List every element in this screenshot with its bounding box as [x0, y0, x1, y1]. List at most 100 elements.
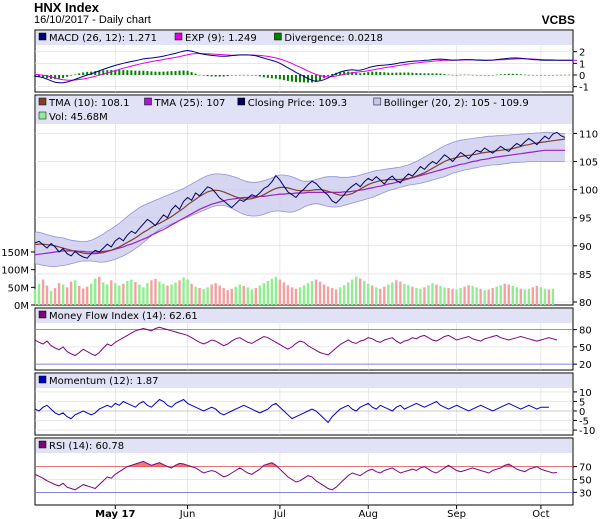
volume-bar: [375, 287, 378, 305]
volume-bar: [178, 280, 181, 305]
divergence-bar: [94, 71, 97, 75]
volume-bar: [519, 288, 523, 305]
price-tick-label: 85: [579, 270, 592, 281]
divergence-bar: [391, 72, 394, 75]
volume-bar: [322, 284, 326, 305]
divergence-bar: [294, 75, 297, 82]
rsi-legend-bar: [36, 439, 572, 453]
volume-bar: [411, 286, 414, 305]
volume-bar: [262, 283, 266, 305]
divergence-bar: [238, 74, 241, 76]
divergence-bar: [447, 74, 450, 76]
momentum-tick-label: 0: [579, 407, 585, 418]
volume-bar: [238, 284, 241, 305]
divergence-bar: [523, 74, 526, 76]
volume-bar: [130, 279, 133, 305]
volume-bar: [250, 289, 254, 305]
divergence-bar: [467, 74, 470, 76]
divergence-bar: [531, 75, 534, 76]
volume-bar: [407, 285, 410, 305]
divergence-bar: [443, 74, 446, 75]
divergence-bar: [138, 70, 141, 75]
volume-bar: [367, 283, 370, 305]
divergence-bar: [62, 75, 65, 79]
price-legend-label: Closing Price: 109.3: [248, 98, 347, 109]
volume-bar: [491, 288, 494, 305]
divergence-bar: [572, 74, 574, 76]
volume-bar: [33, 289, 37, 305]
volume-bar: [110, 280, 113, 305]
volume-bar: [190, 283, 193, 305]
tma10-line: [34, 138, 566, 255]
volume-bar: [174, 282, 177, 305]
volume-bar: [511, 285, 514, 305]
volume-bar: [258, 285, 262, 305]
volume-bar: [342, 285, 346, 305]
closing-price-line: [34, 131, 566, 259]
volume-tick-label: 50M: [8, 283, 29, 294]
momentum-legend-bar: [36, 374, 572, 388]
divergence-bar: [359, 73, 362, 75]
price-tick-label: 100: [579, 186, 598, 197]
macd-legend-swatch: [38, 32, 47, 41]
volume-bar: [447, 288, 450, 305]
volume-bar: [138, 284, 141, 305]
volume-bar: [37, 283, 41, 305]
volume-bar: [274, 276, 278, 305]
volume-bar: [118, 285, 121, 305]
divergence-bar: [246, 74, 249, 76]
volume-bar: [126, 280, 129, 305]
volume-bar: [499, 285, 502, 305]
volume-bar: [85, 286, 89, 305]
macd-tick-label: 0: [579, 71, 585, 82]
divergence-bar: [190, 72, 193, 75]
chart-date-subtitle: 16/10/2017 - Daily chart: [34, 14, 151, 26]
divergence-bar: [387, 72, 390, 75]
volume-bar: [419, 288, 422, 305]
bollinger-lower-line: [34, 161, 565, 267]
price-legend-label: Vol: 45.68M: [49, 112, 108, 123]
volume-bar: [65, 287, 69, 305]
divergence-bar: [375, 71, 378, 75]
divergence-bar: [463, 74, 466, 76]
volume-bar: [73, 280, 77, 305]
divergence-bar: [379, 71, 382, 75]
volume-bar: [170, 284, 173, 305]
price-tick-label: 105: [579, 158, 598, 169]
divergence-bar: [567, 74, 570, 76]
divergence-bar: [551, 75, 554, 76]
divergence-bar: [198, 74, 201, 76]
divergence-bar: [226, 75, 229, 77]
momentum-tick-label: 10: [579, 388, 592, 399]
volume-bar: [214, 283, 217, 305]
price-legend-swatch: [144, 97, 152, 106]
price-legend-swatch: [38, 97, 47, 106]
chart-title: HNX Index: [34, 0, 100, 15]
divergence-bar: [86, 71, 89, 75]
divergence-bar: [118, 69, 121, 75]
volume-bar: [246, 287, 249, 305]
volume-bar: [166, 285, 169, 305]
macd-legend-swatch: [174, 32, 183, 41]
price-legend-label: TMA (10): 108.1: [48, 98, 129, 109]
x-axis-label: Oct: [532, 509, 549, 519]
divergence-bar: [351, 71, 354, 75]
volume-bar: [69, 281, 73, 305]
mfi-tick-label: 80: [579, 326, 592, 337]
divergence-bar: [158, 71, 161, 75]
volume-bar: [218, 285, 221, 305]
divergence-bar: [122, 70, 125, 75]
mfi-legend-label: Money Flow Index (14): 62.61: [49, 311, 198, 322]
volume-bar: [443, 287, 446, 305]
volume-tick-label: 100M: [1, 266, 29, 277]
divergence-bar: [343, 71, 346, 75]
divergence-bar: [126, 70, 129, 75]
divergence-bar: [383, 72, 386, 75]
volume-bar: [306, 283, 310, 305]
volume-bar: [399, 281, 402, 305]
divergence-bar: [403, 72, 406, 75]
volume-bar: [371, 285, 374, 305]
volume-bar: [53, 288, 57, 305]
volume-bar: [210, 284, 213, 305]
volume-bar: [359, 278, 362, 305]
